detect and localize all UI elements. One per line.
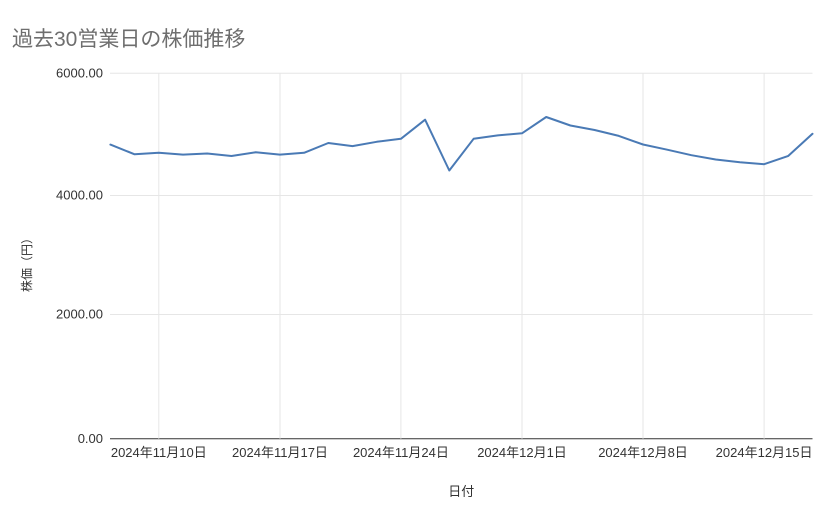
svg-text:2024年11月10日: 2024年11月10日 xyxy=(111,445,207,460)
svg-text:2024年12月1日: 2024年12月1日 xyxy=(477,445,567,460)
svg-text:6000.00: 6000.00 xyxy=(56,66,103,81)
svg-text:2024年12月8日: 2024年12月8日 xyxy=(598,445,688,460)
svg-text:2000.00: 2000.00 xyxy=(56,307,103,322)
svg-text:2024年11月17日: 2024年11月17日 xyxy=(232,445,328,460)
svg-text:0.00: 0.00 xyxy=(78,431,103,446)
svg-text:2024年12月15日: 2024年12月15日 xyxy=(716,445,813,460)
svg-text:4000.00: 4000.00 xyxy=(56,188,103,203)
svg-text:2024年11月24日: 2024年11月24日 xyxy=(353,445,449,460)
